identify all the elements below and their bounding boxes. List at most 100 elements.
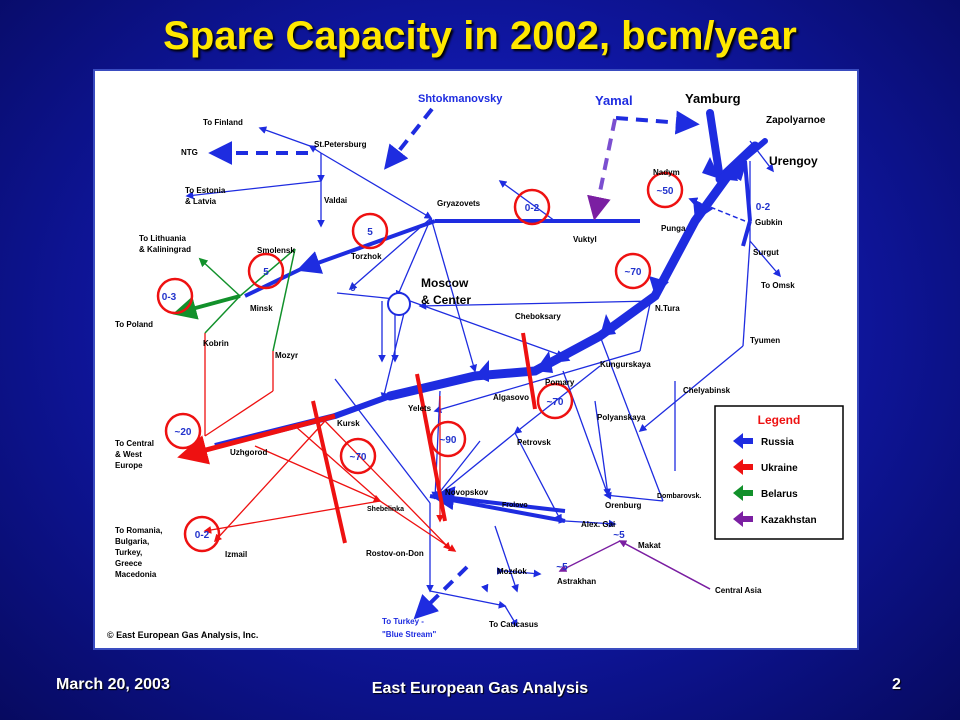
label-to-central-1: To Central: [115, 439, 154, 448]
label-orenburg: Orenburg: [605, 501, 642, 510]
yamal-yamburg-dashed: [615, 110, 700, 135]
footer-page-number: 2: [892, 676, 901, 693]
pipeline-map: ~50 0-2 0-2 5 5 9 0-3 ~70 ~70 ~20 ~90 ~7…: [93, 69, 859, 650]
capacity-yelets: ~90: [440, 435, 457, 446]
legend-kazakhstan-label: Kazakhstan: [761, 515, 817, 526]
label-kobrin: Kobrin: [203, 339, 229, 348]
label-n-tura: N.Tura: [655, 304, 680, 313]
label-surgut: Surgut: [753, 248, 779, 257]
label-to-finland: To Finland: [203, 118, 243, 127]
label-uzhgorod: Uzhgorod: [230, 448, 267, 457]
legend-russia-arrow-icon: [733, 433, 753, 449]
label-pomary: Pomary: [545, 378, 575, 387]
ukraine-thin-pipelines: [204, 333, 457, 552]
label-minsk: Minsk: [250, 304, 273, 313]
label-shebelinka: Shebelinka: [367, 506, 404, 513]
label-novopskov: Novopskov: [445, 488, 489, 497]
label-to-romania-2: Bulgaria,: [115, 537, 149, 546]
label-chelyabinsk: Chelyabinsk: [683, 386, 731, 395]
label-to-turkey-1: To Turkey -: [382, 617, 424, 626]
novopskov-pipeline: [430, 486, 566, 513]
capacity-astrakhan: ~5: [556, 562, 568, 573]
legend: Legend Russia Ukraine Belarus Kazakhstan: [714, 405, 844, 540]
label-punga: Punga: [661, 224, 686, 233]
label-smolensk: Smolensk: [257, 246, 295, 255]
capacity-gryazovets: 0-2: [525, 203, 540, 214]
label-to-central-2: & West: [115, 450, 142, 459]
legend-item-kazakhstan: Kazakhstan: [733, 511, 817, 527]
label-moscow-2: & Center: [421, 293, 471, 307]
legend-belarus-arrow-icon: [733, 485, 753, 501]
label-makat: Makat: [638, 541, 661, 550]
label-kursk: Kursk: [337, 419, 360, 428]
capacity-moscow-link: 9: [350, 283, 356, 294]
capacity-values: ~50 0-2 0-2 5 5 9 0-3 ~70 ~70 ~20 ~90 ~7…: [162, 186, 771, 573]
yamal-vuktyl-dashed: [587, 118, 617, 221]
label-to-estonia-2: & Latvia: [185, 197, 217, 206]
legend-ukraine-arrow-icon: [733, 459, 753, 475]
footer-date: March 20, 2003: [56, 676, 170, 693]
label-central-asia: Central Asia: [715, 586, 762, 595]
capacity-alex-gai: ~5: [613, 530, 625, 541]
gubkin-dashed: [688, 197, 746, 222]
label-polyanskaya: Polyanskaya: [597, 413, 646, 422]
label-to-turkey-2: "Blue Stream": [382, 630, 436, 639]
capacity-torzhok: 5: [367, 227, 373, 238]
label-cheboksary: Cheboksary: [515, 312, 561, 321]
capacity-cut-bars: [311, 332, 537, 544]
label-gubkin: Gubkin: [755, 218, 783, 227]
label-izmail: Izmail: [225, 550, 247, 559]
label-kungurskaya: Kungurskaya: [600, 360, 651, 369]
label-petrovsk: Petrovsk: [517, 438, 551, 447]
capacity-kursk: ~70: [350, 452, 367, 463]
capacity-algasovo: ~70: [547, 397, 564, 408]
label-to-lithuania-1: To Lithuania: [139, 234, 187, 243]
label-mozyr: Mozyr: [275, 351, 298, 360]
label-alex-gai: Alex. Gai: [581, 520, 615, 529]
label-shtokmanovsky: Shtokmanovsky: [418, 93, 503, 105]
ukraine-izmail: [203, 500, 381, 534]
label-yamburg: Yamburg: [685, 91, 741, 106]
label-to-poland: To Poland: [115, 320, 153, 329]
label-to-central-3: Europe: [115, 461, 143, 470]
capacity-nadym: ~50: [657, 186, 674, 197]
label-ntg: NTG: [181, 148, 198, 157]
slide-title: Spare Capacity in 2002, bcm/year: [163, 14, 797, 58]
label-dombarovsk: Dombarovsk.: [657, 493, 701, 500]
label-algasovo: Algasovo: [493, 393, 529, 402]
shtokmanovsky-dashed: [384, 107, 434, 170]
label-gryazovets: Gryazovets: [437, 199, 481, 208]
label-to-lithuania-2: & Kaliningrad: [139, 245, 191, 254]
label-valdai: Valdai: [324, 196, 347, 205]
capacity-markers: [156, 171, 684, 553]
blue-stream-dashed: [413, 565, 469, 620]
label-rostov: Rostov-on-Don: [366, 549, 424, 558]
label-to-romania-1: To Romania,: [115, 526, 162, 535]
label-vuktyl: Vuktyl: [573, 235, 597, 244]
label-to-caucasus: To Caucasus: [489, 620, 539, 629]
capacity-central-europe: ~20: [175, 427, 192, 438]
capacity-belarus-west: 0-3: [162, 292, 177, 303]
label-moscow-1: Moscow: [421, 276, 469, 290]
label-st-petersburg: St.Petersburg: [314, 140, 367, 149]
legend-item-ukraine: Ukraine: [733, 459, 798, 475]
copyright-text: © East European Gas Analysis, Inc.: [107, 630, 258, 640]
label-torzhok: Torzhok: [351, 252, 382, 261]
label-tyumen: Tyumen: [750, 336, 780, 345]
belarus-pipelines: [172, 248, 296, 352]
place-labels: Shtokmanovsky Yamal Yamburg Zapolyarnoe …: [115, 91, 826, 639]
legend-item-belarus: Belarus: [733, 485, 798, 501]
capacity-n-tura: ~70: [625, 267, 642, 278]
label-yelets: Yelets: [408, 404, 432, 413]
label-astrakhan: Astrakhan: [557, 577, 596, 586]
capacity-smolensk: 5: [263, 267, 269, 278]
label-yamal: Yamal: [595, 93, 633, 108]
label-to-estonia-1: To Estonia: [185, 186, 226, 195]
label-mozdok: Mozdok: [497, 567, 527, 576]
moscow-node: [387, 292, 411, 316]
trunk-arrowheads: [475, 157, 747, 382]
legend-title: Legend: [758, 413, 801, 427]
ukraine-main-export: [177, 413, 336, 465]
label-frolovo: Frolovo: [502, 502, 528, 509]
legend-russia-label: Russia: [761, 437, 794, 448]
